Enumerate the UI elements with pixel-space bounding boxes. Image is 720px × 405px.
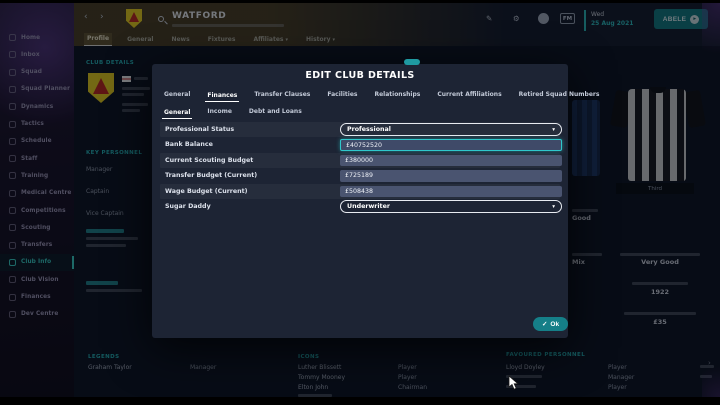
dialog-tab-retired-squad-numbers[interactable]: Retired Squad Numbers [518,91,600,98]
dialog-tab-transfer-clauses[interactable]: Transfer Clauses [254,91,311,98]
game-viewport: HomeInboxSquadSquad PlannerDynamicsTacti… [0,3,720,397]
field-row-wage-budget-current-: Wage Budget (Current) £508438 [160,183,562,199]
field-row-transfer-budget-current-: Transfer Budget (Current) £725189 [160,168,562,183]
dialog-tab-relationships[interactable]: Relationships [374,91,421,98]
dropdown-value: Underwriter [347,203,390,210]
input-value: £725189 [345,172,374,180]
wage-budget-current--input[interactable]: £508438 [340,185,562,198]
dialog-title: EDIT CLUB DETAILS [305,70,415,81]
field-label: Sugar Daddy [165,203,211,210]
field-label: Professional Status [165,126,235,133]
field-row-professional-status: Professional Status Professional ▾ [160,122,562,138]
ok-label: Ok [550,320,560,328]
modal-top-badge [404,59,420,65]
check-icon: ✓ [541,321,548,328]
ok-button[interactable]: ✓ Ok [533,317,568,331]
dialog-subtab-debt-and-loans[interactable]: Debt and Loans [248,108,302,115]
transfer-budget-current--input[interactable]: £725189 [340,170,562,182]
sugar-daddy-dropdown[interactable]: Underwriter ▾ [340,200,562,213]
dropdown-value: Professional [347,126,391,133]
bank-balance-input[interactable]: £40752520 [340,139,562,151]
field-label: Transfer Budget (Current) [165,172,258,180]
edit-club-details-dialog: EDIT CLUB DETAILS General Finances Transfe… [152,64,599,338]
current-scouting-budget-input[interactable]: £380000 [340,154,562,167]
field-row-bank-balance: Bank Balance £40752520 [160,137,562,152]
dialog-subtabs: General Income Debt and Loans [162,103,562,119]
input-value: £40752520 [346,141,383,149]
chevron-down-icon: ▾ [552,126,555,133]
field-label: Current Scouting Budget [165,156,254,164]
field-label: Wage Budget (Current) [165,187,248,195]
dialog-subtab-general[interactable]: General [162,107,193,119]
input-value: £380000 [345,157,374,165]
dialog-tab-general[interactable]: General [164,91,191,98]
mouse-cursor [508,375,520,395]
field-label: Bank Balance [165,141,213,149]
field-row-current-scouting-budget: Current Scouting Budget £380000 [160,152,562,169]
input-value: £508438 [345,187,374,195]
dialog-tab-current-affiliations[interactable]: Current Affiliations [437,91,502,98]
dialog-tabs: General Finances Transfer Clauses Facilitie… [162,85,599,102]
dialog-tab-finances[interactable]: Finances [205,90,240,102]
dialog-subtab-income[interactable]: Income [207,108,232,115]
dialog-tab-facilities[interactable]: Facilities [327,91,358,98]
professional-status-dropdown[interactable]: Professional ▾ [340,123,562,136]
field-row-sugar-daddy: Sugar Daddy Underwriter ▾ [160,199,562,214]
chevron-down-icon: ▾ [552,203,555,210]
